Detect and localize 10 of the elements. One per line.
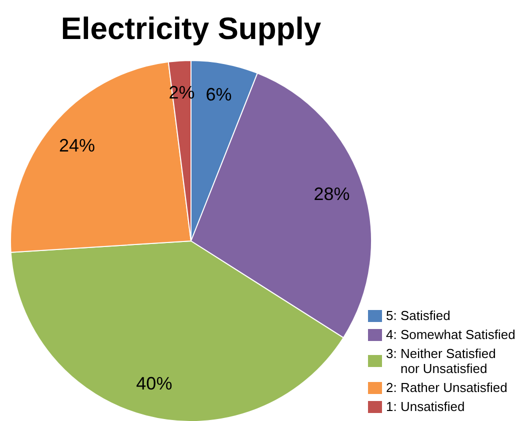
data-label: 40%: [136, 373, 172, 394]
chart-title: Electricity Supply: [60, 11, 322, 47]
legend-label: 3: Neither Satisfied nor Unsatisfied: [386, 346, 497, 376]
legend-label: 1: Unsatisfied: [386, 399, 466, 414]
legend-label: 4: Somewhat Satisfied: [386, 327, 516, 342]
legend-label: 5: Satisfied: [386, 308, 452, 323]
data-label: 28%: [314, 184, 350, 204]
legend-label: 2: Rather Unsatisfied: [386, 380, 508, 395]
data-label: 24%: [58, 136, 95, 156]
data-label: 6%: [206, 84, 232, 105]
